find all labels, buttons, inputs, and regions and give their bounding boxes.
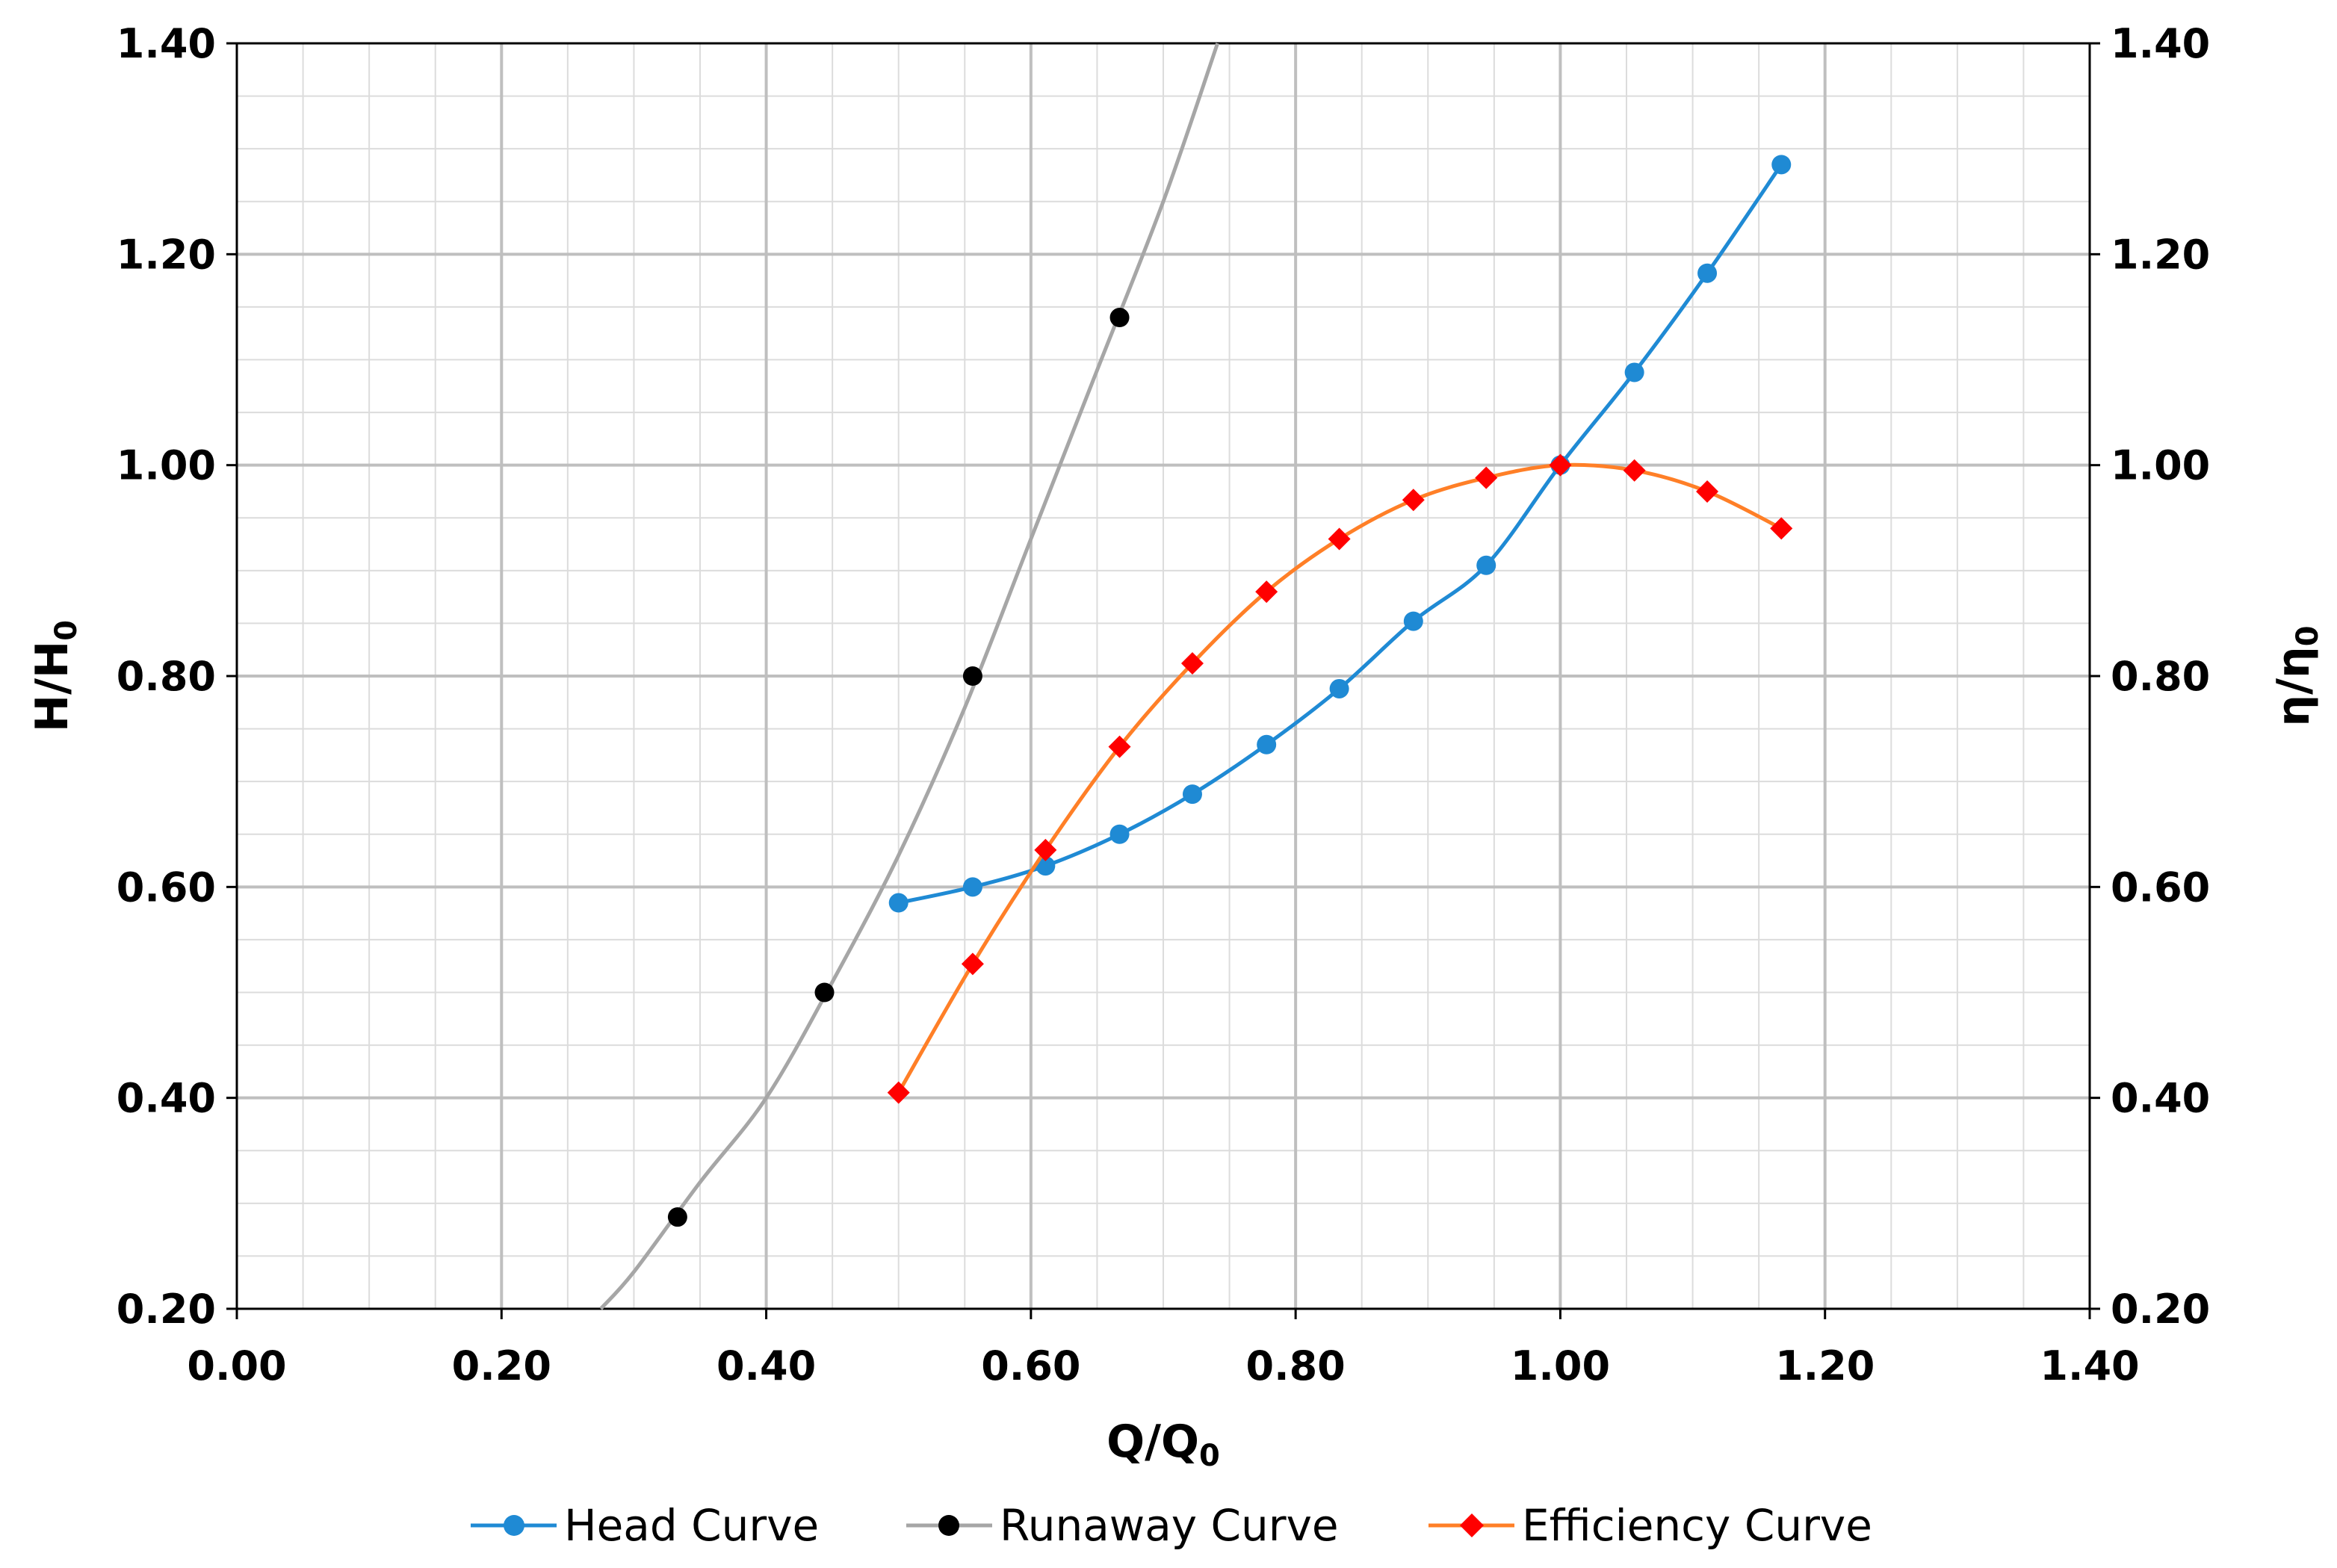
efficiency-curve-point — [1108, 735, 1131, 758]
efficiency-curve-point — [1034, 838, 1057, 861]
legend-marker-runaway — [938, 1515, 959, 1536]
grid-major — [237, 43, 2090, 1309]
y-axis-left-ticks: 0.20 0.40 0.60 0.80 1.00 1.20 1.40 — [117, 20, 237, 1333]
head-curve-point — [1697, 263, 1718, 283]
y-axis-right-title: η/η0 — [2268, 625, 2325, 726]
runaway-curve-point — [814, 982, 835, 1003]
efficiency-curve-point — [887, 1081, 910, 1104]
y-right-tick-label: 0.60 — [2111, 864, 2210, 911]
legend-label-runaway: Runaway Curve — [1000, 1500, 1339, 1551]
head-curve-point — [1182, 784, 1202, 805]
y-right-tick-label: 1.20 — [2111, 231, 2210, 278]
y-axis-left-title: H/H0 — [26, 620, 84, 732]
legend-marker-head — [504, 1515, 524, 1536]
y-right-tick-label: 0.40 — [2111, 1075, 2210, 1122]
head-curve-point — [1036, 856, 1056, 876]
y-right-tick-label: 1.00 — [2111, 442, 2210, 489]
legend-item-head: Head Curve — [471, 1500, 819, 1551]
x-tick-label: 0.00 — [187, 1342, 286, 1389]
legend-label-efficiency: Efficiency Curve — [1522, 1500, 1872, 1551]
runaway-curve-point — [667, 1207, 687, 1227]
efficiency-curve-point — [1549, 453, 1572, 477]
head-curve-point — [962, 877, 982, 897]
efficiency-curve-point — [1402, 489, 1425, 512]
y-left-tick-label: 0.40 — [117, 1075, 216, 1122]
head-curve-point — [888, 893, 909, 913]
efficiency-curve-point — [1696, 480, 1719, 503]
legend-marker-efficiency — [1460, 1513, 1484, 1537]
y-axis-right-ticks: 0.20 0.40 0.60 0.80 1.00 1.20 1.40 — [2090, 20, 2210, 1333]
efficiency-curve-point — [1770, 517, 1793, 540]
efficiency-curve-point — [1475, 466, 1498, 489]
x-tick-label: 1.20 — [1775, 1342, 1875, 1389]
efficiency-curve-point — [1328, 527, 1351, 551]
y-left-tick-label: 1.00 — [117, 442, 216, 489]
y-right-tick-label: 0.20 — [2111, 1286, 2210, 1333]
x-tick-label: 1.00 — [1511, 1342, 1610, 1389]
head-curve-point — [1771, 155, 1792, 175]
legend-item-efficiency: Efficiency Curve — [1428, 1500, 1872, 1551]
runaway-curve-point — [962, 666, 982, 686]
x-tick-label: 0.60 — [981, 1342, 1080, 1389]
series-layer — [599, 43, 1793, 1310]
head-curve-point — [1476, 555, 1496, 575]
legend: Head Curve Runaway Curve Efficiency Curv… — [471, 1500, 1872, 1551]
efficiency-curve-point — [1180, 652, 1204, 675]
head-curve-point — [1403, 611, 1423, 631]
y-left-tick-label: 0.60 — [117, 864, 216, 911]
y-left-tick-label: 0.80 — [117, 653, 216, 700]
x-axis-ticks: 0.00 0.20 0.40 0.60 0.80 1.00 1.20 1.40 — [187, 1309, 2140, 1389]
efficiency-curve-point — [1255, 580, 1278, 604]
x-tick-label: 0.80 — [1246, 1342, 1346, 1389]
efficiency-curve-point — [961, 952, 984, 976]
head-curve-point — [1329, 678, 1349, 698]
efficiency-curve-point — [1623, 459, 1646, 482]
head-curve-point — [1257, 734, 1277, 754]
head-curve-point — [1624, 362, 1644, 382]
y-right-tick-label: 0.80 — [2111, 653, 2210, 700]
x-tick-label: 0.40 — [716, 1342, 816, 1389]
runaway-curve-line — [599, 43, 1219, 1310]
head-curve-point — [1109, 824, 1130, 844]
y-left-tick-label: 0.20 — [117, 1286, 216, 1333]
legend-item-runaway: Runaway Curve — [906, 1500, 1339, 1551]
y-left-tick-label: 1.40 — [117, 20, 216, 67]
legend-label-head: Head Curve — [564, 1500, 819, 1551]
y-right-tick-label: 1.40 — [2111, 20, 2210, 67]
runaway-curve-point — [1109, 308, 1130, 328]
y-left-tick-label: 1.20 — [117, 231, 216, 278]
x-tick-label: 1.40 — [2040, 1342, 2139, 1389]
x-axis-title: Q/Q0 — [1106, 1416, 1220, 1473]
x-tick-label: 0.20 — [452, 1342, 551, 1389]
